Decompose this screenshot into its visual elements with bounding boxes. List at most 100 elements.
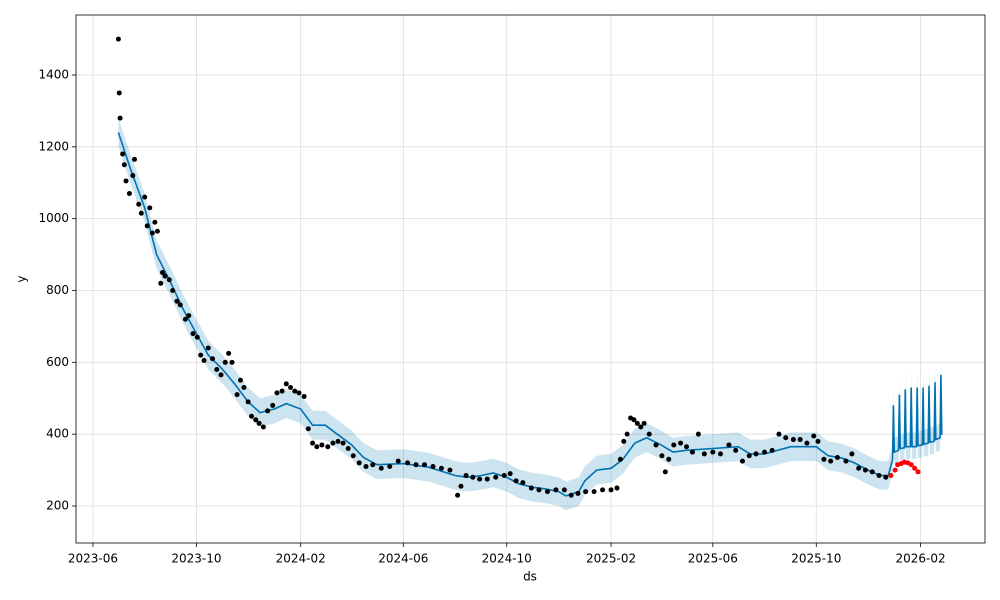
data-point bbox=[638, 424, 644, 430]
data-point bbox=[229, 359, 235, 365]
data-point bbox=[528, 485, 534, 491]
data-point bbox=[279, 388, 285, 394]
data-point bbox=[170, 287, 176, 293]
data-point bbox=[283, 381, 289, 387]
data-point bbox=[256, 420, 262, 426]
data-point bbox=[583, 489, 589, 495]
data-point bbox=[154, 228, 160, 234]
data-point bbox=[147, 205, 153, 211]
data-point bbox=[843, 458, 849, 464]
data-point bbox=[666, 456, 672, 462]
data-point bbox=[159, 270, 165, 276]
data-point bbox=[804, 440, 810, 446]
data-point bbox=[717, 451, 723, 457]
y-tick-label: 400 bbox=[46, 427, 69, 441]
data-point bbox=[310, 440, 316, 446]
data-point bbox=[797, 437, 803, 443]
data-point bbox=[501, 472, 507, 478]
data-point bbox=[678, 440, 684, 446]
y-tick-label: 200 bbox=[46, 499, 69, 513]
data-point bbox=[132, 156, 138, 162]
data-point bbox=[270, 402, 276, 408]
y-tick-label: 1000 bbox=[38, 211, 69, 225]
data-point bbox=[190, 331, 196, 337]
y-tick-label: 600 bbox=[46, 355, 69, 369]
data-point bbox=[292, 388, 298, 394]
data-point bbox=[325, 444, 331, 450]
data-point bbox=[617, 456, 623, 462]
data-point bbox=[301, 393, 307, 399]
data-point bbox=[214, 367, 220, 373]
data-point bbox=[624, 431, 630, 437]
data-point bbox=[856, 465, 862, 471]
data-point bbox=[701, 451, 707, 457]
data-point bbox=[162, 273, 168, 279]
data-point bbox=[634, 420, 640, 426]
data-point bbox=[370, 462, 376, 468]
data-point bbox=[182, 316, 188, 322]
data-point bbox=[908, 462, 914, 468]
data-point bbox=[115, 36, 121, 42]
data-point bbox=[130, 173, 136, 179]
data-point bbox=[265, 408, 271, 414]
data-point bbox=[733, 447, 739, 453]
data-point bbox=[260, 424, 266, 430]
plot-frame bbox=[75, 14, 986, 544]
data-point bbox=[493, 474, 499, 480]
data-point bbox=[314, 444, 320, 450]
uncertainty-band bbox=[118, 118, 942, 511]
data-point bbox=[746, 453, 752, 459]
data-point bbox=[815, 438, 821, 444]
data-point bbox=[513, 478, 519, 484]
data-point bbox=[166, 277, 172, 283]
data-point bbox=[790, 437, 796, 443]
data-point bbox=[116, 90, 122, 96]
data-point bbox=[561, 487, 567, 493]
data-point bbox=[123, 178, 129, 184]
data-point bbox=[671, 442, 677, 448]
data-point bbox=[274, 390, 280, 396]
data-point bbox=[739, 458, 745, 464]
data-point bbox=[363, 463, 369, 469]
data-point bbox=[484, 476, 490, 482]
data-point bbox=[405, 460, 411, 466]
data-point bbox=[249, 413, 255, 419]
data-point bbox=[591, 489, 597, 495]
data-point bbox=[659, 453, 665, 459]
data-point bbox=[288, 384, 294, 390]
data-point bbox=[458, 483, 464, 489]
data-point bbox=[600, 487, 606, 493]
data-point bbox=[356, 460, 362, 466]
data-point bbox=[413, 462, 419, 468]
data-point bbox=[536, 487, 542, 493]
data-point bbox=[608, 487, 614, 493]
data-point bbox=[121, 162, 127, 168]
data-point bbox=[210, 356, 216, 362]
data-point bbox=[296, 390, 302, 396]
y-tick-label: 800 bbox=[46, 283, 69, 297]
data-point bbox=[695, 431, 701, 437]
data-point bbox=[120, 151, 126, 157]
data-point bbox=[152, 219, 158, 225]
data-point bbox=[395, 458, 401, 464]
data-point bbox=[422, 462, 428, 468]
data-point bbox=[892, 467, 898, 473]
data-point bbox=[144, 223, 150, 229]
data-point bbox=[477, 476, 483, 482]
data-point bbox=[811, 433, 817, 439]
data-point bbox=[783, 435, 789, 441]
data-point bbox=[568, 492, 574, 498]
y-tick-label: 1200 bbox=[38, 139, 69, 153]
x-tick-label: 2024-06 bbox=[378, 552, 428, 566]
x-tick-label: 2023-06 bbox=[68, 552, 118, 566]
data-point bbox=[883, 474, 889, 480]
forecast-line bbox=[117, 132, 943, 497]
data-point bbox=[194, 334, 200, 340]
data-point bbox=[438, 465, 444, 471]
data-point bbox=[470, 474, 476, 480]
data-point bbox=[218, 372, 224, 378]
data-point bbox=[507, 471, 513, 477]
x-axis-label: ds bbox=[523, 570, 537, 584]
data-point bbox=[575, 490, 581, 496]
